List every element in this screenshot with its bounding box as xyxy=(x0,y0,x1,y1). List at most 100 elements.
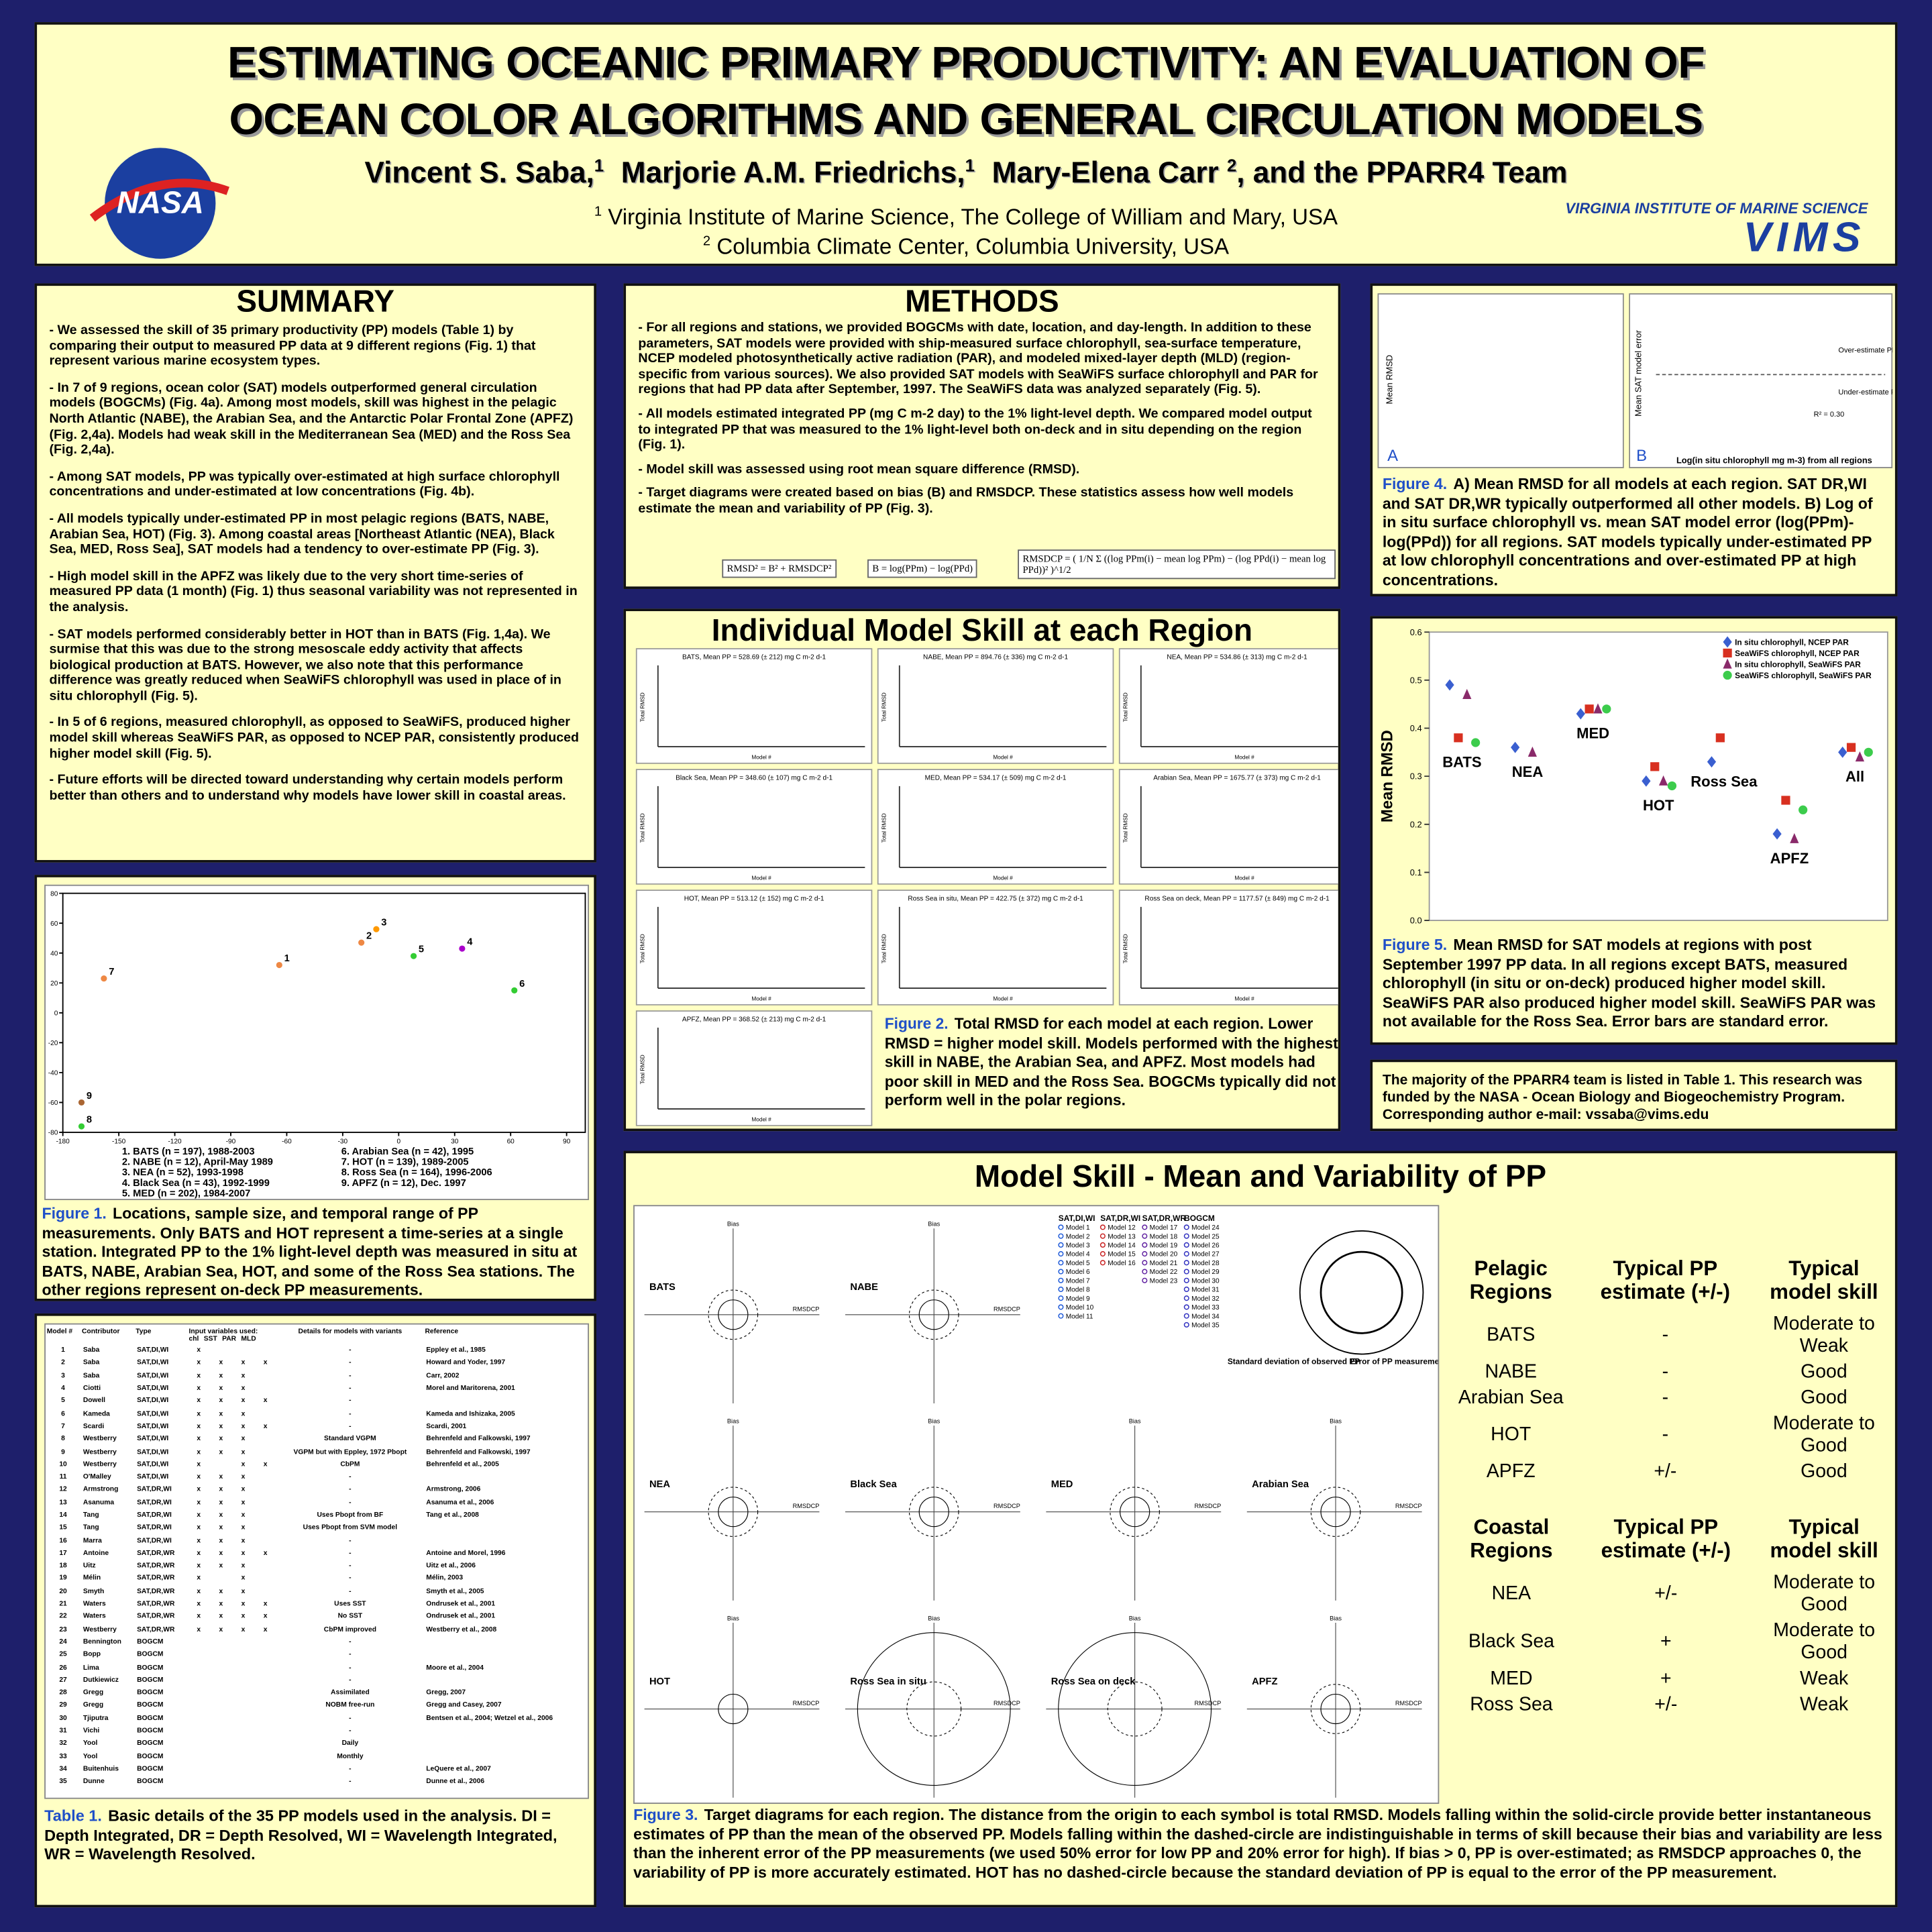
region-chart: Black Sea, Mean PP = 348.60 (± 107) mg C… xyxy=(635,769,873,885)
table-cell: x xyxy=(241,1461,246,1469)
table-cell: SAT,DR,WI xyxy=(137,1499,172,1507)
legend-entry: Model 15 xyxy=(1108,1251,1136,1258)
header-cell: Reference xyxy=(425,1328,459,1336)
table-cell xyxy=(210,1662,232,1674)
table-cell xyxy=(254,1383,276,1395)
y-axis-title: Mean RMSD xyxy=(1379,730,1397,822)
table-cell xyxy=(210,1687,232,1700)
header-row: Model # Contributor Type Input variables us… xyxy=(46,1327,588,1344)
table-cell: x xyxy=(241,1423,246,1431)
table-cell: Bennington xyxy=(83,1638,121,1646)
category-label: BATS xyxy=(1442,754,1481,771)
table-cell: 20 xyxy=(59,1588,67,1596)
y-tick-label: 60 xyxy=(50,920,58,928)
marker xyxy=(1864,747,1873,757)
table-cell: 8 xyxy=(61,1436,65,1444)
header-cell: Typical PP estimate (+/-) xyxy=(1601,1515,1731,1562)
table-cell: x xyxy=(263,1397,268,1405)
axis-label: Mean RMSD xyxy=(1385,355,1395,405)
table-cell: x xyxy=(219,1613,223,1621)
table-cell: Westberry xyxy=(83,1448,117,1456)
legend-symbol xyxy=(1183,1251,1189,1257)
legend-entry: 2. NABE (n = 12), April-May 1989 xyxy=(122,1157,273,1168)
table-cell: SAT,DR,WR xyxy=(137,1625,175,1633)
table-cell xyxy=(188,1674,210,1687)
caption: Figure 4. A) Mean RMSD for all models at … xyxy=(1383,476,1888,591)
axis-label: Model # xyxy=(993,754,1013,760)
observed-circle xyxy=(918,1497,949,1527)
observed-circle xyxy=(718,1693,749,1725)
table-cell: Tang xyxy=(83,1511,99,1519)
table-cell xyxy=(254,1662,276,1674)
table-cell: x xyxy=(263,1625,268,1633)
table-cell: Weak xyxy=(1800,1668,1849,1689)
y-tick-label: 40 xyxy=(50,950,58,957)
legend-entry: Model 30 xyxy=(1191,1277,1220,1285)
table-cell: - xyxy=(349,1765,352,1773)
axis-title: RMSDCP xyxy=(793,1503,820,1509)
legend-entry: Model 14 xyxy=(1108,1242,1136,1250)
table-cell xyxy=(254,1484,276,1497)
table-cell: Behrenfeld and Falkowski, 1997 xyxy=(426,1436,531,1444)
table-cell: 32 xyxy=(59,1740,67,1748)
chart-title: NEA, Mean PP = 534.86 (± 313) mg C m-2 d… xyxy=(1167,654,1307,661)
table-cell: - xyxy=(349,1638,352,1646)
station xyxy=(511,987,518,994)
table-cell xyxy=(254,1737,276,1750)
table-cell: x xyxy=(241,1524,246,1532)
table-cell: x xyxy=(241,1473,246,1481)
logo-disc xyxy=(105,148,216,259)
header-cell: Input variables used: chl SST PAR MLD xyxy=(188,1327,277,1344)
table-cell: BOGCM xyxy=(137,1753,164,1761)
table-cell: x xyxy=(241,1575,246,1583)
legend-group: BOGCM xyxy=(1184,1214,1215,1223)
table-cell: x xyxy=(197,1562,201,1570)
axis-label: Model # xyxy=(1234,996,1254,1002)
table-row: 35 Dunne BOGCM - Dunne et al., 2006 xyxy=(46,1776,588,1788)
table-cell xyxy=(254,1370,276,1383)
legend-entry: Model 22 xyxy=(1150,1269,1178,1276)
table-cell: - xyxy=(349,1651,352,1659)
table-cell: 3 xyxy=(61,1372,65,1380)
axis-label: Model # xyxy=(1234,875,1254,881)
table-cell: BOGCM xyxy=(137,1740,164,1748)
table-cell: Scardi xyxy=(83,1423,105,1431)
table-row: 22 Waters SAT,DR,WR x x x x No SST Ondrusek et a… xyxy=(46,1611,588,1623)
table-cell: SAT,DI,WI xyxy=(137,1423,169,1431)
table-row: Arabian Sea - Good xyxy=(1444,1385,1895,1411)
table-row: 12 Armstrong SAT,DR,WI x x x - Armstrong, 2006 xyxy=(46,1484,588,1497)
observed-circle xyxy=(1120,1497,1150,1527)
table-cell: Antoine and Morel, 1996 xyxy=(426,1550,506,1558)
legend-entry: Model 32 xyxy=(1191,1295,1220,1303)
table-cell: x xyxy=(219,1499,223,1507)
legend-entry: Model 5 xyxy=(1066,1260,1090,1267)
station xyxy=(410,953,417,959)
table-cell: Behrenfeld et al., 2005 xyxy=(426,1461,499,1469)
table-cell xyxy=(254,1636,276,1649)
table-cell xyxy=(254,1560,276,1572)
model-table: Model # Contributor Type Input variables us… xyxy=(46,1327,588,1788)
table-cell: - xyxy=(349,1410,352,1418)
equation: RMSD² = B² + RMSDCP² xyxy=(722,559,837,578)
chart-frame xyxy=(635,890,873,1006)
marker xyxy=(1723,670,1732,680)
observed-circle xyxy=(718,1299,749,1330)
category-label: HOT xyxy=(1643,797,1674,814)
caption: Figure 3. Target diagrams for each region… xyxy=(633,1807,1888,1884)
caption-label: Table 1. xyxy=(44,1806,102,1825)
table-row: 2 Saba SAT,DI,WI x x x x - Howard and Yoder, 199… xyxy=(46,1357,588,1370)
legend-symbol xyxy=(1183,1304,1189,1310)
table-cell: + xyxy=(1660,1630,1672,1652)
table-cell: x xyxy=(219,1410,223,1418)
marker xyxy=(1723,658,1732,669)
table-cell: SAT,DR,WI xyxy=(137,1486,172,1494)
legend-entry: Model 13 xyxy=(1108,1233,1136,1240)
table-cell: SAT,DI,WI xyxy=(137,1473,169,1481)
table-cell: Eppley et al., 1985 xyxy=(426,1346,486,1354)
table-cell: x xyxy=(219,1397,223,1405)
legend-symbol xyxy=(1142,1242,1148,1248)
figure4-panel: Mean RMSD A Mean SAT model error Log(in sit… xyxy=(1370,283,1898,596)
target-diagrams: Bias RMSDCP BATS Bias RMSDCP NABE Bias RMSDCP NE… xyxy=(644,1214,1438,1798)
table-cell: x xyxy=(219,1436,223,1444)
